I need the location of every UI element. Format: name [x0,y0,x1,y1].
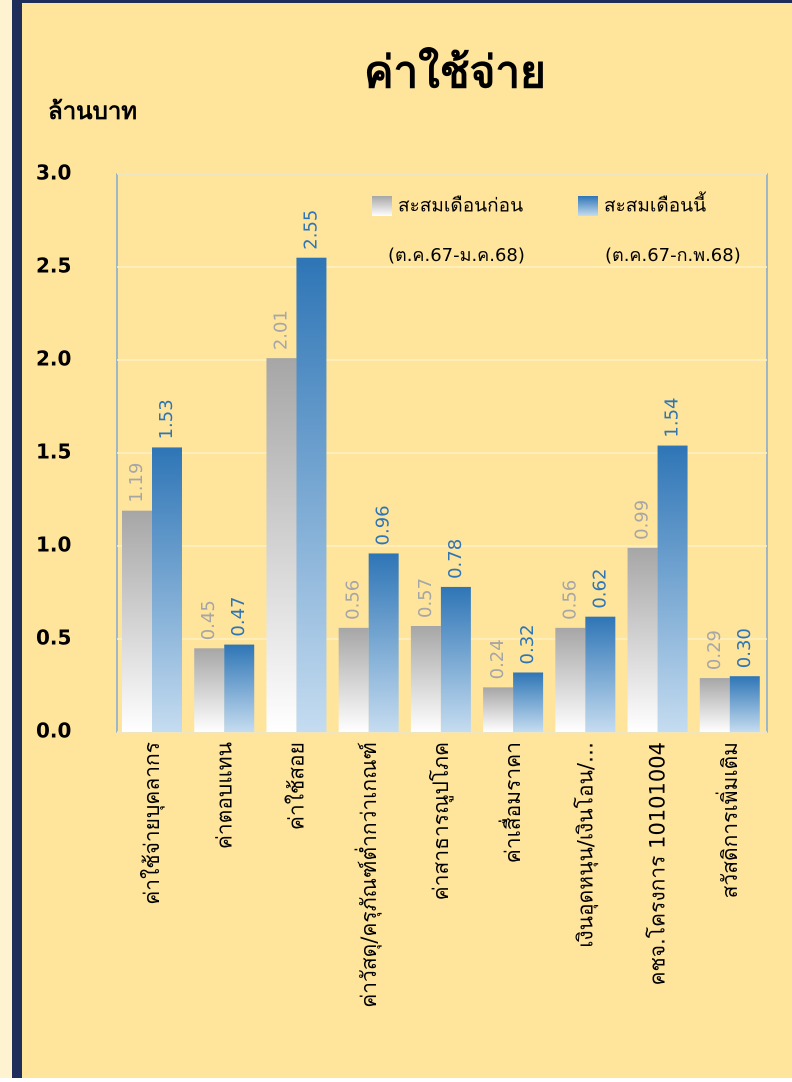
bar [657,445,688,732]
value-label: 0.47 [228,597,249,637]
bar [296,257,327,732]
bar [729,676,760,732]
legend-subtitle: (ต.ค.67-ม.ค.68) [388,245,525,266]
y-tick-label: 3.0 [36,161,71,185]
bar [224,644,255,732]
value-label: 0.99 [632,500,653,540]
legend-subtitle: (ต.ค.67-ก.พ.68) [605,245,741,266]
bar [483,687,514,732]
value-label: 1.53 [156,399,177,439]
bar [266,358,297,732]
bar [368,553,399,732]
value-label: 2.55 [300,210,321,250]
y-tick-label: 2.0 [36,347,71,371]
x-tick-label: ค่าใช้สอย [285,742,309,830]
value-label: 0.30 [734,628,755,668]
bar [627,547,658,732]
value-label: 0.32 [517,624,538,664]
value-label: 0.96 [373,505,394,545]
y-axis-label: ล้านบาท [48,97,137,125]
value-label: 0.24 [487,639,508,679]
value-label: 0.78 [445,539,466,579]
bar [440,586,471,732]
x-tick-label: ค่าตอบแทน [212,742,236,849]
x-tick-label: ค่าวัสดุ/ครุภัณฑ์ต่ำกว่าเกณฑ์ [354,742,382,1008]
bar [699,678,730,732]
value-label: 0.57 [415,578,436,618]
side-strip [0,0,12,1078]
bar [585,616,616,732]
chart-title: ค่าใช้จ่าย [364,46,546,98]
bar [555,627,586,732]
value-label: 2.01 [270,310,291,350]
bar [194,648,225,732]
legend-label: สะสมเดือนนี้ [604,192,706,217]
x-tick-label: เงินอุดหนุน/เงินโอน/… [573,742,598,948]
value-label: 0.56 [559,580,580,620]
value-label: 0.56 [343,580,364,620]
legend-swatch [372,196,392,216]
x-tick-label: ค่าใช้จ่ายบุคลากร [140,742,165,905]
bar [410,625,441,732]
value-label: 0.29 [704,630,725,670]
y-tick-label: 1.5 [36,440,71,464]
x-tick-label: ค่าเสื่อมราคา [498,742,525,863]
x-tick-label: คชจ.โครงการ 10101004 [646,742,670,986]
value-label: 1.54 [662,397,683,437]
legend-swatch [578,196,598,216]
y-tick-label: 1.0 [36,533,71,557]
value-label: 1.19 [126,463,147,503]
y-tick-label: 0.0 [36,719,71,743]
y-tick-label: 2.5 [36,254,71,278]
bar [152,447,182,732]
bar [338,627,369,732]
legend-label: สะสมเดือนก่อน [398,195,523,217]
x-tick-label: สวัสดิการเพิ่มเติม [715,742,742,898]
bar [122,510,152,732]
value-label: 0.45 [198,600,219,640]
y-tick-label: 0.5 [36,626,71,650]
bar [513,672,544,732]
value-label: 0.62 [589,569,610,609]
x-tick-label: ค่าสาธารณูปโภค [429,742,454,900]
